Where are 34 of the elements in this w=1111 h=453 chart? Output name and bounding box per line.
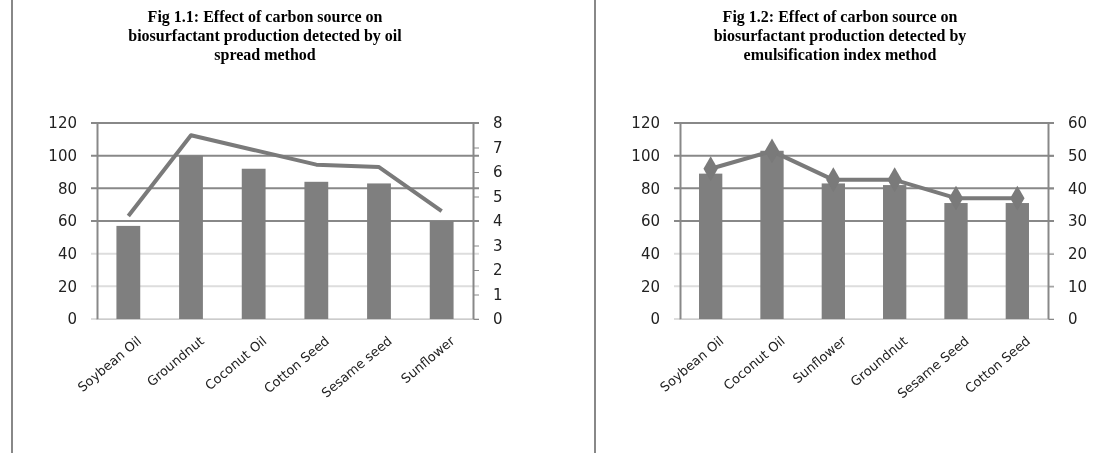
y-tick-label: 0 xyxy=(650,310,660,329)
y-tick-label: 60 xyxy=(640,212,660,231)
line-series xyxy=(126,133,444,219)
bar xyxy=(116,225,141,319)
y2-tick-label: 4 xyxy=(493,212,503,231)
y2-tick-label: 0 xyxy=(493,310,503,329)
y2-tick-label: 10 xyxy=(1068,277,1088,296)
y-tick-label: 80 xyxy=(640,179,660,198)
y-tick-label: 0 xyxy=(67,310,77,329)
y-tick-label: 40 xyxy=(57,244,77,263)
y2-tick-label: 7 xyxy=(493,138,503,157)
y-tick-label: 100 xyxy=(48,146,77,165)
y2-tick-label: 3 xyxy=(493,236,503,255)
y-tick-label: 80 xyxy=(57,179,77,198)
y2-tick-label: 0 xyxy=(1068,310,1078,329)
y2-tick-label: 1 xyxy=(493,285,503,304)
y-tick-label: 20 xyxy=(640,277,660,296)
y2-tick-label: 8 xyxy=(493,114,503,133)
y-tick-label: 60 xyxy=(57,212,77,231)
y-tick-label: 120 xyxy=(631,114,660,133)
chart-title: Fig 1.2: Effect of carbon source on biosurfactant production detected by emulsification index method xyxy=(713,8,967,63)
y2-tick-label: 60 xyxy=(1068,114,1088,133)
y2-tick-label: 50 xyxy=(1068,146,1088,165)
y2-tick-label: 2 xyxy=(493,261,503,280)
y-tick-label: 120 xyxy=(48,114,77,133)
y2-tick-label: 40 xyxy=(1068,179,1088,198)
y-tick-label: 40 xyxy=(640,244,660,263)
y2-tick-label: 20 xyxy=(1068,244,1088,263)
y2-tick-label: 6 xyxy=(493,163,503,182)
y-tick-label: 100 xyxy=(631,146,660,165)
y-tick-label: 20 xyxy=(57,277,77,296)
chart-title: Fig 1.1: Effect of carbon source on biosurfactant production detected by oil spread method xyxy=(128,8,403,64)
y2-tick-label: 30 xyxy=(1068,212,1088,231)
y2-tick-label: 5 xyxy=(493,187,503,206)
